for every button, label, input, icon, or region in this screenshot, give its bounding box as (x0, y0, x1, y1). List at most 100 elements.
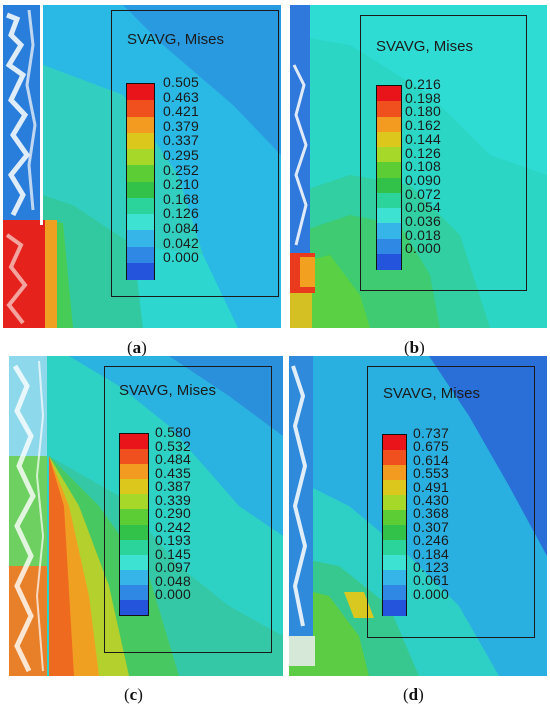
legend-swatch (377, 116, 401, 133)
legend-swatch (377, 223, 401, 239)
legend-value-label: 0.368 (413, 505, 450, 522)
legend-swatch (127, 149, 154, 166)
legend-value-label: 0.491 (413, 478, 450, 495)
legend-swatch (377, 192, 401, 209)
caption-d: (d) (403, 685, 424, 704)
legend-swatch (383, 525, 406, 541)
legend-value-label: 0.000 (163, 249, 200, 266)
legend-swatch (127, 100, 154, 117)
legend-value-label: 0.379 (163, 117, 200, 134)
legend-swatch (120, 494, 148, 510)
legend-value-label: 0.184 (413, 545, 450, 562)
legend-title-b: SVAVG, Mises (376, 38, 473, 55)
legend-value-label: 0.337 (163, 132, 200, 149)
legend-value-label: 0.216 (405, 76, 442, 92)
legend-value-label: 0.162 (405, 117, 442, 134)
legend-swatch (120, 539, 148, 556)
legend-swatch (127, 132, 154, 150)
legend-value-label: 0.505 (163, 74, 200, 90)
stress-contour-b (290, 5, 547, 328)
legend-swatch (120, 479, 148, 495)
legend-swatch (383, 570, 406, 586)
color-scale-bar-a (126, 83, 155, 280)
legend-value-label: 0.210 (163, 176, 200, 193)
legend-value-label: 0.387 (155, 478, 192, 494)
legend-swatch (120, 509, 148, 525)
legend-swatch (383, 465, 406, 481)
legend-value-label: 0.036 (405, 213, 442, 229)
legend-swatch (120, 584, 148, 601)
legend-swatch (383, 510, 406, 526)
legend-value-label: 0.435 (155, 464, 192, 481)
legend-value-label: 0.144 (405, 130, 442, 147)
legend-swatch (127, 197, 154, 215)
legend-swatch (127, 181, 154, 199)
legend-value-label: 0.000 (155, 586, 192, 602)
legend-value-label: 0.339 (155, 491, 192, 508)
legend-value-label: 0.246 (413, 532, 450, 549)
legend-swatch (120, 434, 148, 450)
legend-value-label: 0.430 (413, 492, 450, 508)
legend-value-label: 0.307 (413, 518, 450, 535)
legend-value-label: 0.614 (413, 451, 450, 468)
legend-swatch (383, 435, 406, 451)
legend-swatch (383, 450, 406, 466)
legend-value-label: 0.737 (413, 425, 450, 441)
legend-value-label: 0.295 (163, 147, 200, 163)
legend-value-label: 0.675 (413, 438, 450, 455)
legend-swatch (127, 165, 154, 182)
legend-value-label: 0.072 (405, 185, 442, 202)
caption-b: (b) (404, 338, 425, 357)
color-scale-bar-b (376, 85, 402, 270)
panel-b: SVAVG, Mises 0.216 0.198 0.180 0.162 0.144 0.… (290, 5, 547, 328)
stress-contour-c (9, 356, 283, 676)
stress-contour-d (289, 356, 547, 676)
panel-c: SVAVG, Mises 0.580 0.532 0.484 0.435 0.387 0.… (9, 356, 283, 676)
legend-swatch (383, 600, 406, 616)
legend-value-label: 0.108 (405, 158, 442, 175)
legend-value-label: 0.168 (163, 190, 200, 207)
legend-value-label: 0.421 (163, 103, 200, 120)
panel-d: SVAVG, Mises 0.737 0.675 0.614 0.553 0.491 0.… (289, 356, 547, 676)
legend-swatch (383, 495, 406, 511)
legend-swatch (120, 524, 148, 541)
legend-value-label: 0.097 (155, 559, 192, 575)
legend-swatch (383, 555, 406, 571)
caption-c: (c) (124, 685, 143, 704)
legend-value-label: 0.054 (405, 199, 442, 216)
caption-a: (a) (127, 338, 147, 357)
legend-value-label: 0.000 (413, 585, 450, 602)
legend-value-label: 0.042 (163, 234, 200, 251)
legend-frame-d (367, 366, 535, 638)
legend-swatch (377, 177, 401, 194)
legend-swatch (377, 131, 401, 148)
legend-swatch (377, 162, 401, 178)
legend-value-label: 0.484 (155, 451, 192, 467)
legend-value-label: 0.532 (155, 437, 192, 454)
legend-value-label: 0.126 (163, 205, 200, 222)
legend-swatch (120, 569, 148, 586)
legend-swatch (383, 540, 406, 556)
legend-swatch (383, 480, 406, 496)
legend-value-label: 0.193 (155, 532, 192, 548)
legend-value-label: 0.463 (163, 88, 200, 105)
color-scale-bar-d (382, 434, 407, 616)
legend-frame-c (104, 366, 272, 653)
legend-value-label: 0.580 (155, 424, 192, 440)
legend-value-label: 0.000 (405, 240, 442, 257)
legend-value-label: 0.252 (163, 161, 200, 178)
legend-swatch (377, 147, 401, 163)
panel-a: SVAVG, Mises 0.505 0.463 0.421 0.379 0.337 0.… (3, 5, 281, 328)
legend-value-label: 0.048 (155, 572, 192, 589)
legend-value-label: 0.290 (155, 505, 192, 521)
legend-swatch (377, 253, 401, 270)
color-scale-bar-c (119, 433, 149, 616)
legend-value-label: 0.123 (413, 559, 450, 575)
legend-value-label: 0.145 (155, 545, 192, 562)
legend-title-a: SVAVG, Mises (127, 31, 224, 48)
legend-title-d: SVAVG, Mises (383, 385, 480, 402)
legend-value-label: 0.018 (405, 226, 442, 243)
legend-title-c: SVAVG, Mises (119, 382, 216, 399)
legend-swatch (377, 101, 401, 117)
legend-frame-a (111, 10, 279, 297)
